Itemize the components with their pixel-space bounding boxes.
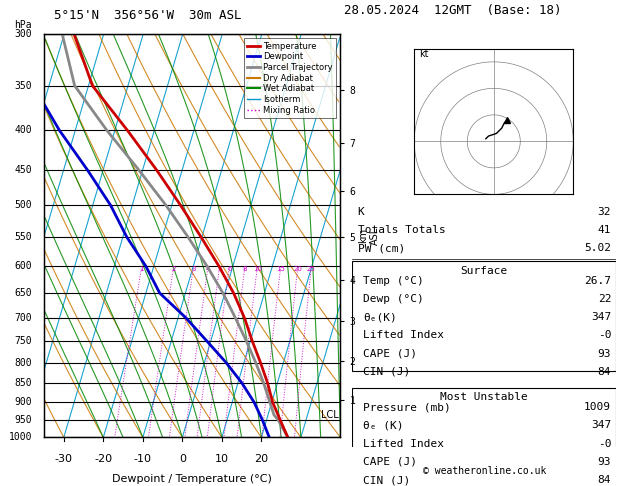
Text: 10: 10 xyxy=(215,453,229,464)
Text: 20: 20 xyxy=(293,266,303,272)
Text: 6: 6 xyxy=(227,266,231,272)
Text: 450: 450 xyxy=(14,165,32,175)
Text: 8: 8 xyxy=(243,266,247,272)
Text: θₑ(K): θₑ(K) xyxy=(363,312,396,322)
Text: 32: 32 xyxy=(598,207,611,217)
Text: 1009: 1009 xyxy=(584,402,611,412)
Text: Pressure (mb): Pressure (mb) xyxy=(363,402,450,412)
Text: Totals Totals: Totals Totals xyxy=(357,225,445,235)
Text: 550: 550 xyxy=(14,232,32,242)
Text: 0: 0 xyxy=(179,453,186,464)
Text: CAPE (J): CAPE (J) xyxy=(363,349,417,359)
Text: 10: 10 xyxy=(253,266,262,272)
Text: K: K xyxy=(357,207,364,217)
Bar xyxy=(352,388,616,479)
Text: LCL: LCL xyxy=(321,410,338,420)
Text: 800: 800 xyxy=(14,358,32,367)
Text: -0: -0 xyxy=(598,330,611,341)
Text: 28.05.2024  12GMT  (Base: 18): 28.05.2024 12GMT (Base: 18) xyxy=(344,4,562,17)
Text: 84: 84 xyxy=(598,475,611,485)
Text: 4: 4 xyxy=(206,266,210,272)
Text: 347: 347 xyxy=(591,312,611,322)
Text: 500: 500 xyxy=(14,200,32,210)
Text: -20: -20 xyxy=(94,453,113,464)
Text: 400: 400 xyxy=(14,125,32,136)
Text: 5.02: 5.02 xyxy=(584,243,611,253)
Text: 26.7: 26.7 xyxy=(584,276,611,286)
Text: 22: 22 xyxy=(598,294,611,304)
Text: 93: 93 xyxy=(598,349,611,359)
Text: 750: 750 xyxy=(14,336,32,346)
Text: 5°15'N  356°56'W  30m ASL: 5°15'N 356°56'W 30m ASL xyxy=(54,9,242,22)
Text: Lifted Index: Lifted Index xyxy=(363,438,444,449)
Text: 2: 2 xyxy=(172,266,176,272)
Text: hPa: hPa xyxy=(14,20,32,30)
Text: 84: 84 xyxy=(598,367,611,377)
Text: 93: 93 xyxy=(598,457,611,467)
Text: 900: 900 xyxy=(14,397,32,407)
Text: kt: kt xyxy=(420,49,429,58)
Text: 1000: 1000 xyxy=(9,433,32,442)
Text: 25: 25 xyxy=(307,266,316,272)
Text: 300: 300 xyxy=(14,29,32,39)
Text: 350: 350 xyxy=(14,81,32,91)
Text: CIN (J): CIN (J) xyxy=(363,367,410,377)
Text: 1: 1 xyxy=(140,266,144,272)
Text: PW (cm): PW (cm) xyxy=(357,243,405,253)
Text: -30: -30 xyxy=(55,453,73,464)
Text: Lifted Index: Lifted Index xyxy=(363,330,444,341)
Text: CAPE (J): CAPE (J) xyxy=(363,457,417,467)
Text: 3: 3 xyxy=(191,266,196,272)
Text: 20: 20 xyxy=(254,453,269,464)
Bar xyxy=(352,261,616,370)
Text: 347: 347 xyxy=(591,420,611,431)
Text: θₑ (K): θₑ (K) xyxy=(363,420,403,431)
Legend: Temperature, Dewpoint, Parcel Trajectory, Dry Adiabat, Wet Adiabat, Isotherm, Mi: Temperature, Dewpoint, Parcel Trajectory… xyxy=(244,38,337,118)
Text: -10: -10 xyxy=(134,453,152,464)
Text: Most Unstable: Most Unstable xyxy=(440,392,528,402)
Text: Temp (°C): Temp (°C) xyxy=(363,276,423,286)
Text: 950: 950 xyxy=(14,415,32,425)
Text: Surface: Surface xyxy=(460,266,508,276)
Text: 600: 600 xyxy=(14,261,32,271)
Text: 41: 41 xyxy=(598,225,611,235)
Text: CIN (J): CIN (J) xyxy=(363,475,410,485)
Text: 5: 5 xyxy=(218,266,222,272)
Text: Dewp (°C): Dewp (°C) xyxy=(363,294,423,304)
Text: Dewpoint / Temperature (°C): Dewpoint / Temperature (°C) xyxy=(113,474,272,484)
Text: 15: 15 xyxy=(276,266,285,272)
Text: -0: -0 xyxy=(598,438,611,449)
Text: 700: 700 xyxy=(14,313,32,323)
Text: 850: 850 xyxy=(14,378,32,388)
Text: © weatheronline.co.uk: © weatheronline.co.uk xyxy=(423,466,546,476)
Y-axis label: km
ASL: km ASL xyxy=(358,226,380,245)
Text: 650: 650 xyxy=(14,288,32,298)
